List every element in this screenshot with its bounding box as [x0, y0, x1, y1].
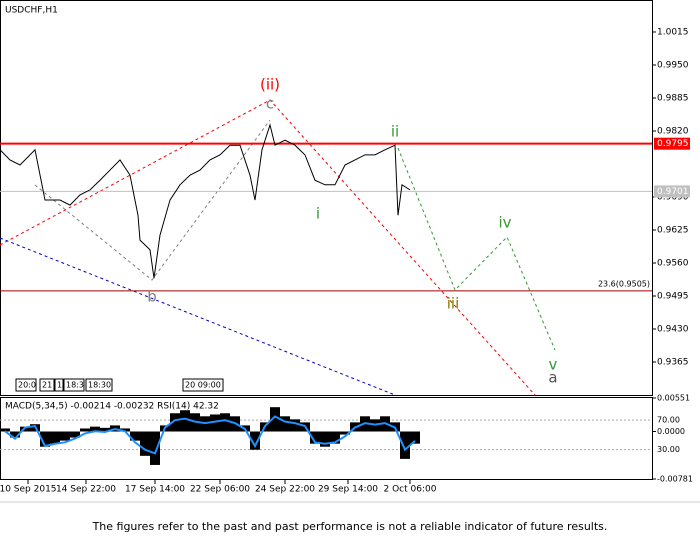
wave-label: v	[549, 356, 558, 374]
rsi-tick-label: 70.00	[657, 416, 680, 425]
x-tick-label: 29 Sep 14:00	[318, 485, 378, 495]
y-tick-label: 0.9950	[657, 60, 689, 70]
time-tag-box	[54, 378, 64, 392]
price-tag	[654, 137, 690, 150]
blue-line	[0, 237, 396, 396]
x-tick-label: 17 Sep 14:00	[125, 485, 185, 495]
time-tag: 20 09:00	[185, 381, 221, 390]
macd-bar	[90, 426, 100, 432]
macd-bar	[0, 428, 10, 432]
macd-tick-label: 0.00551	[657, 394, 690, 403]
macd-bar	[120, 428, 130, 432]
wave-label: c	[266, 95, 274, 113]
green-forecast	[397, 147, 556, 351]
x-tick-label: 2 Oct 06:00	[384, 485, 437, 495]
macd-bar	[210, 414, 220, 432]
rsi-line	[4, 415, 416, 455]
wave-label: i	[316, 205, 320, 223]
price-frame	[0, 0, 653, 396]
macd-bar	[340, 431, 350, 435]
disclaimer: The figures refer to the past and past p…	[92, 520, 608, 533]
indicator-frame	[0, 397, 653, 480]
macd-bar	[40, 431, 50, 447]
macd-bar	[410, 431, 420, 444]
macd-bar	[220, 413, 230, 432]
wave-label: (ii)	[260, 76, 280, 94]
y-tick-label: 0.9495	[657, 291, 689, 301]
wave-label: a	[548, 369, 557, 387]
macd-bar	[330, 431, 340, 444]
gray-wave	[34, 119, 271, 281]
time-tag: 21	[42, 381, 52, 390]
price-line-series	[0, 123, 411, 279]
time-tag: 1	[57, 381, 62, 390]
wave-label: iv	[498, 214, 511, 232]
macd-bar	[400, 431, 410, 459]
price-line-label: 23.6(0.9505)	[598, 279, 650, 288]
time-tag-box	[63, 378, 85, 392]
x-tick-label: 10 Sep 2015	[0, 485, 57, 495]
time-tag: 20:0	[18, 381, 36, 390]
time-tag: 18:3	[66, 381, 84, 390]
wave-label: iii	[447, 295, 460, 313]
price-tag	[654, 185, 690, 198]
time-tag-box	[85, 378, 113, 392]
price-tag-label: 0.9701	[657, 187, 689, 197]
time-tag-box	[15, 378, 37, 392]
macd-bar	[320, 431, 330, 447]
macd-bar	[10, 431, 20, 438]
x-tick-label: 14 Sep 22:00	[56, 485, 116, 495]
macd-bar	[140, 431, 150, 456]
macd-bar	[270, 407, 280, 432]
y-tick-label: 0.9560	[657, 258, 689, 268]
macd-bar	[80, 428, 90, 432]
wave-label: ii	[391, 123, 399, 141]
y-tick-label: 0.9820	[657, 126, 689, 136]
macd-bar	[150, 431, 160, 465]
macd-bar	[180, 410, 190, 432]
y-tick-label: 1.0015	[657, 27, 689, 37]
macd-bar	[250, 431, 260, 450]
red-channel	[0, 99, 536, 396]
macd-bar	[170, 413, 180, 432]
indicator-label: MACD(5,34,5) -0.00214 -0.00232 RSI(14) 4…	[5, 402, 219, 412]
macd-bar	[290, 419, 300, 432]
macd-bar	[100, 427, 110, 432]
macd-bar	[130, 431, 140, 441]
x-tick-label: 24 Sep 22:00	[255, 485, 315, 495]
macd-tick-label: -0.00781	[657, 475, 693, 484]
macd-bar	[20, 426, 30, 432]
wave-lines	[0, 99, 556, 396]
time-tag: 18:30	[88, 381, 111, 390]
macd-bar	[70, 431, 80, 438]
y-tick-label: 0.9690	[657, 192, 689, 202]
y-tick-label: 0.9430	[657, 324, 689, 334]
y-tick-label: 0.9885	[657, 93, 689, 103]
rsi-tick-label: 30.00	[657, 445, 680, 454]
time-tag-box	[39, 378, 55, 392]
macd-bar	[60, 431, 70, 441]
y-tick-label: 0.9365	[657, 357, 689, 367]
x-tick-label: 22 Sep 06:00	[190, 485, 250, 495]
time-tag-box	[182, 378, 224, 392]
y-tick-label: 0.9625	[657, 225, 689, 235]
chart-title: USDCHF,H1	[5, 6, 58, 16]
macd-tick-label: 0.0000	[657, 427, 685, 436]
macd-bar	[50, 431, 60, 444]
price-tag-label: 0.9795	[657, 139, 689, 149]
wave-label: b	[147, 288, 157, 306]
macd-bar	[280, 416, 290, 432]
macd-bar	[310, 431, 320, 444]
